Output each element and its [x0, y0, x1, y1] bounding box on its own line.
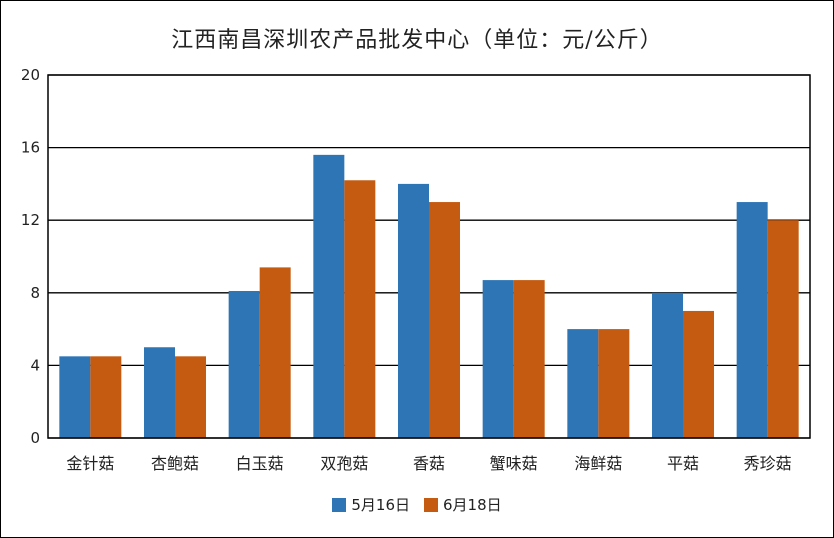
bar-series-1 [144, 347, 175, 438]
x-tick-label: 蟹味菇 [490, 454, 538, 473]
bar-series-2 [513, 280, 545, 438]
legend-swatch-series-2 [424, 497, 438, 512]
x-tick-label: 秀珍菇 [744, 454, 792, 473]
y-tick-label: 12 [21, 211, 40, 229]
legend-label-series-1: 5月16日 [351, 496, 410, 514]
y-tick-label: 20 [21, 66, 40, 84]
y-tick-labels: 0 4 8 12 16 20 [21, 66, 40, 447]
x-tick-labels: 金针菇 杏鲍菇 白玉菇 双孢菇 香菇 蟹味菇 海鲜菇 平菇 秀珍菇 [66, 454, 791, 473]
y-tick-label: 0 [30, 429, 40, 447]
bar-series-2 [175, 356, 206, 438]
x-tick-label: 双孢菇 [320, 454, 368, 473]
bar-series-1 [313, 154, 345, 439]
bar-series-2 [683, 310, 714, 438]
plot-area-border [47, 74, 811, 439]
legend-label-series-2: 6月18日 [443, 496, 502, 514]
x-tick-label: 海鲜菇 [574, 454, 622, 473]
bar-series-2 [598, 329, 630, 438]
bars [59, 154, 799, 439]
bar-series-1 [398, 183, 429, 438]
x-tick-label: 白玉菇 [236, 454, 284, 473]
bar-series-1 [228, 290, 260, 438]
bar-series-1 [652, 292, 683, 438]
bar-series-2 [767, 220, 799, 438]
x-tick-label: 平菇 [667, 454, 699, 473]
bar-series-2 [344, 180, 376, 438]
legend-item-series-2: 6月18日 [424, 494, 502, 515]
y-tick-label: 16 [21, 139, 40, 157]
bar-series-2 [259, 267, 291, 438]
y-tick-label: 8 [30, 284, 40, 302]
legend-swatch-series-1 [332, 497, 347, 512]
bar-series-1 [736, 202, 768, 438]
bar-series-1 [59, 356, 91, 438]
bar-series-2 [429, 202, 460, 438]
x-tick-label: 香菇 [413, 454, 445, 473]
legend: 5月16日 6月18日 [0, 494, 834, 515]
bar-series-1 [567, 329, 599, 438]
chart-title: 江西南昌深圳农产品批发中心（单位：元/公斤） [171, 28, 663, 53]
bar-series-2 [90, 356, 122, 438]
legend-item-series-1: 5月16日 [332, 494, 410, 515]
x-tick-label: 金针菇 [66, 454, 114, 473]
x-tick-label: 杏鲍菇 [151, 454, 199, 473]
bar-series-1 [482, 280, 514, 438]
y-tick-label: 4 [30, 356, 40, 374]
